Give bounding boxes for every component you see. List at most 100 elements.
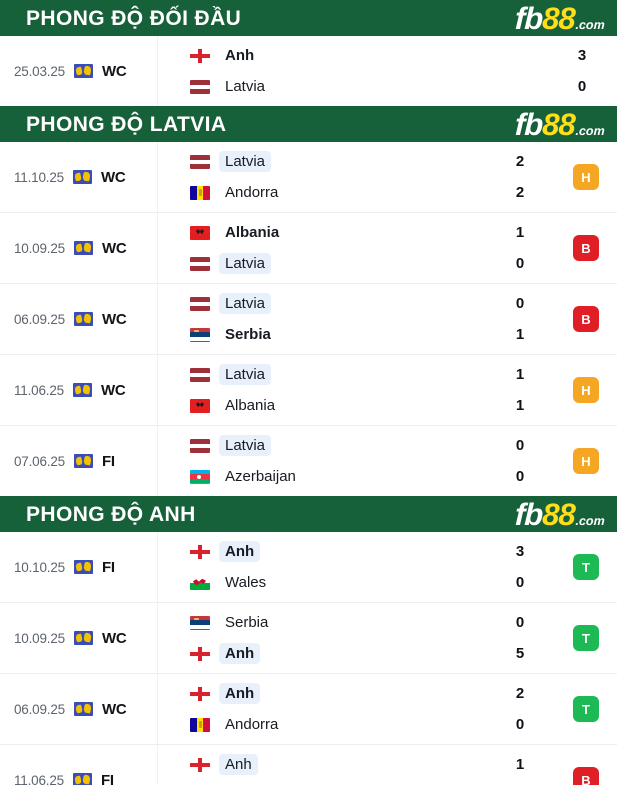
fb88-logo[interactable]: fb 88 .com (514, 106, 606, 142)
teams-column: Serbia Anh (158, 603, 485, 673)
match-date: 11.10.25 (14, 169, 64, 185)
score-away: 1 (515, 326, 525, 343)
score-away: 5 (515, 645, 525, 662)
flag-latvia-icon (190, 367, 210, 382)
team-away: Azerbaijan (190, 467, 485, 486)
competition-code: WC (101, 239, 127, 257)
score-away: 0 (515, 468, 525, 485)
flag-wales-icon (190, 575, 210, 590)
result-badge-h: H (573, 164, 599, 190)
team-home: Latvia (190, 293, 485, 314)
team-away: Wales (190, 573, 485, 592)
match-row[interactable]: 10.09.25 WC Serbia Anh 0 5 T (0, 603, 617, 674)
teams-column: Anh Andorra (158, 674, 485, 744)
match-meta: 06.09.25 WC (0, 674, 158, 744)
world-cup-icon (73, 560, 93, 574)
teams-column: Albania Latvia (158, 213, 485, 283)
score-home: 1 (515, 366, 525, 383)
team-name-home: Anh (219, 754, 258, 775)
score-home: 0 (515, 437, 525, 454)
match-row[interactable]: 06.09.25 WC Anh Andorra 2 0 T (0, 674, 617, 745)
teams-column: Anh Wales (158, 532, 485, 602)
match-row[interactable]: 07.06.25 FI Latvia Azerbaijan 0 0 H (0, 426, 617, 496)
score-home: 0 (515, 295, 525, 312)
team-name-home: Anh (219, 541, 261, 562)
team-name-home: Albania (225, 224, 280, 241)
world-cup-icon (73, 64, 93, 78)
flag-serbia-icon (190, 615, 210, 630)
match-meta: 11.06.25 WC (0, 355, 158, 425)
team-away: Anh (190, 643, 485, 664)
flag-latvia-icon (190, 79, 210, 94)
match-row[interactable]: 11.10.25 WC Latvia Andorra 2 2 H (0, 142, 617, 213)
result-badge-cell: B (555, 745, 617, 785)
flag-andorra-icon (190, 717, 210, 732)
match-row[interactable]: 11.06.25 FI AnhSenegal13 B (0, 745, 617, 785)
match-date: 25.03.25 (14, 63, 65, 79)
flag-andorra-icon (190, 185, 210, 200)
teams-column: Latvia Andorra (158, 142, 485, 212)
flag-anh-icon (190, 646, 210, 661)
score-away: 0 (515, 574, 525, 591)
logo-dotcom: .com (575, 513, 606, 528)
flag-serbia-icon (190, 327, 210, 342)
match-meta: 06.09.25 WC (0, 284, 158, 354)
result-badge-cell: H (555, 426, 617, 496)
score-away: 0 (515, 716, 525, 733)
fb88-logo[interactable]: fb 88 .com (514, 497, 606, 532)
flag-albania-icon (190, 225, 210, 240)
team-home: Serbia (190, 613, 485, 632)
score-home: 3 (577, 47, 587, 64)
teams-column: Latvia Albania (158, 355, 485, 425)
match-date: 07.06.25 (14, 453, 65, 469)
flag-latvia-icon (190, 154, 210, 169)
competition-code: WC (101, 62, 127, 80)
competition-code: FI (101, 452, 115, 470)
score-away: 1 (515, 397, 525, 414)
logo-fb: fb (514, 106, 543, 142)
match-list: 11.10.25 WC Latvia Andorra 2 2 H 10.09.25 WC Alba… (0, 142, 617, 496)
result-badge-t: T (573, 696, 599, 722)
team-home: Anh (190, 541, 485, 562)
match-row[interactable]: 10.10.25 FI Anh Wales 3 0 T (0, 532, 617, 603)
result-badge-b: B (573, 767, 599, 785)
score-home: 2 (515, 685, 525, 702)
match-date: 06.09.25 (14, 311, 65, 327)
score-away: 0 (515, 255, 525, 272)
score-home: 3 (515, 543, 525, 560)
team-name-away: Latvia (219, 253, 272, 274)
match-row[interactable]: 10.09.25 WC Albania Latvia 1 0 B (0, 213, 617, 284)
match-list: 10.10.25 FI Anh Wales 3 0 T 10.09.25 WC Serbia Anh… (0, 532, 617, 785)
flag-latvia-icon (190, 438, 210, 453)
match-meta: 10.10.25 FI (0, 532, 158, 602)
result-badge-cell: B (555, 284, 617, 354)
section-title: PHONG ĐỘ ANH (26, 502, 196, 526)
team-away: Albania (190, 396, 485, 415)
match-meta: 11.10.25 WC (0, 142, 158, 212)
match-row[interactable]: 25.03.25 WC Anh Latvia 3 0 (0, 36, 617, 106)
competition-code: FI (100, 771, 114, 785)
team-name-home: Latvia (219, 435, 272, 456)
logo-n88: 88 (541, 0, 576, 36)
match-list: 25.03.25 WC Anh Latvia 3 0 (0, 36, 617, 106)
fb88-logo[interactable]: fb 88 .com (514, 0, 606, 36)
competition-code: WC (100, 381, 126, 399)
team-home: Anh (190, 46, 547, 65)
result-badge-cell: T (555, 532, 617, 602)
team-home: Latvia (190, 435, 485, 456)
match-date: 10.09.25 (14, 630, 65, 646)
team-name-away: Latvia (225, 78, 266, 95)
team-away: Latvia (190, 253, 485, 274)
match-row[interactable]: 11.06.25 WC Latvia Albania 1 1 H (0, 355, 617, 426)
score-home: 1 (515, 756, 525, 773)
logo-dotcom: .com (575, 123, 606, 138)
competition-code: WC (101, 629, 127, 647)
match-row[interactable]: 06.09.25 WC Latvia Serbia 0 1 B (0, 284, 617, 355)
result-badge-t: T (573, 625, 599, 651)
match-date: 11.06.25 (14, 382, 64, 398)
score-column: 13 (485, 745, 555, 785)
logo-n88: 88 (541, 106, 576, 142)
team-away: Andorra (190, 715, 485, 734)
